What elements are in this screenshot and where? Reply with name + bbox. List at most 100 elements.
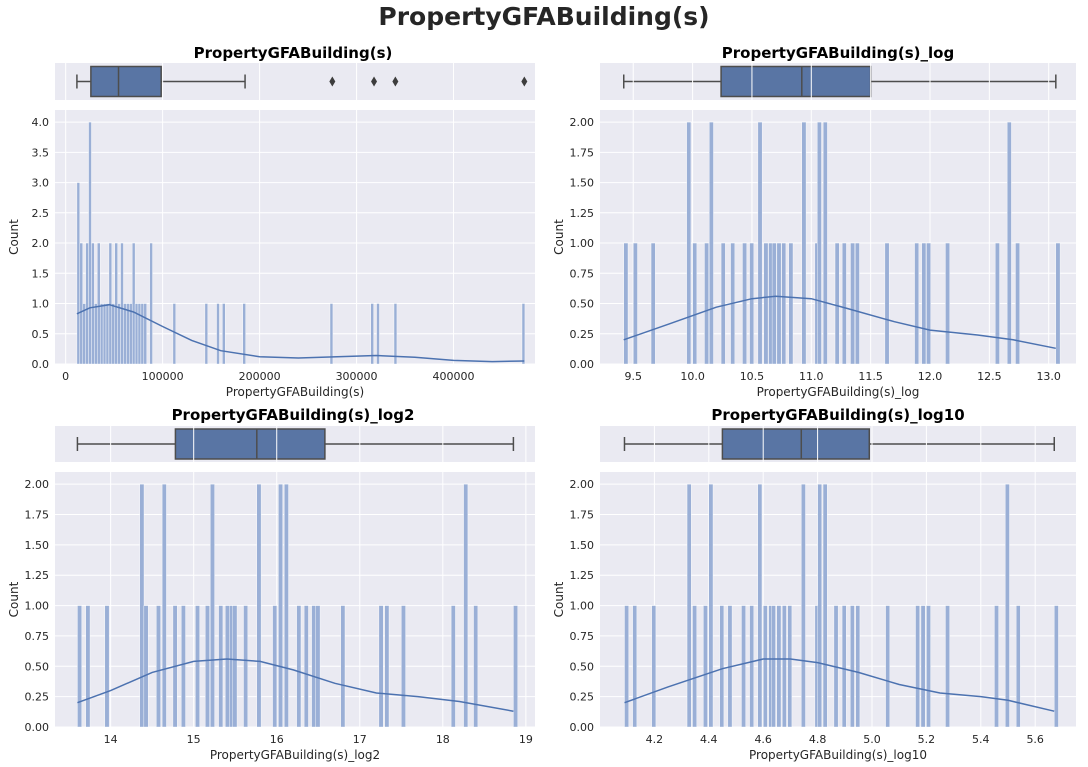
histogram-bar [513,605,518,728]
histogram-bar [822,483,828,728]
chart-panel-3: PropertyGFABuilding(s)_log2 0.00 0.25 0.50 0… [7,406,535,762]
histogram-bar [94,303,98,365]
histogram-bar [450,605,456,728]
histogram-bar [801,121,807,365]
y-tick-label: 3.5 [32,146,50,159]
x-tick-label: 11.5 [858,370,883,383]
histogram-bar [749,242,755,365]
histogram-bar [181,605,186,728]
outlier-point [371,76,378,87]
histogram-bar [771,242,777,365]
histogram-bar [1054,605,1059,728]
histogram-bar [1055,242,1061,365]
histogram-bar [210,483,215,728]
histogram-bar [763,605,768,728]
figure-title: PropertyGFABuilding(s) [378,2,710,31]
histogram-bar [994,605,999,728]
histogram-bar [303,605,309,728]
histogram-bar [1005,483,1010,728]
x-tick-label: 5.4 [972,733,990,746]
y-tick-label: 0.75 [570,630,595,643]
x-tick-label: 100000 [142,370,184,383]
histogram-bar [256,483,262,728]
histogram-bar [376,303,380,365]
histogram-bar [85,605,91,728]
outlier-point [329,76,336,87]
histogram-bar [156,605,161,728]
histogram-bar [850,242,855,365]
histogram-bar [370,303,374,365]
y-tick-label: 1.00 [25,600,50,613]
x-tick-label: 12.5 [977,370,1002,383]
y-tick-label: 2.00 [570,478,595,491]
x-tick-label: 200000 [239,370,281,383]
histogram-bar [311,605,317,728]
histogram-bar [850,605,855,728]
histogram-bar [102,303,107,365]
histogram-bar [216,303,220,365]
histogram-bar [651,605,657,728]
outlier-point [521,76,528,87]
histogram-bar [401,605,406,728]
histogram-bar [623,242,629,365]
histogram-bar [218,605,224,728]
y-axis-label: Count [7,219,21,255]
histogram-bar [650,242,656,365]
histogram-bar [776,605,782,728]
y-tick-label: 1.5 [32,267,50,280]
y-tick-label: 2.00 [25,478,50,491]
x-tick-label: 15 [187,733,201,746]
histogram-bar [914,242,920,365]
histogram-bar [817,121,822,365]
kde-line [77,658,514,712]
x-tick-label: 5.6 [1026,733,1044,746]
y-tick-label: 1.00 [570,237,595,250]
histogram-bar [117,303,121,365]
histogram-bar [463,483,469,728]
histogram-bar [921,242,927,365]
histogram-bar [692,242,698,365]
y-tick-label: 0.50 [570,660,595,673]
panel-title: PropertyGFABuilding(s)_log [722,44,954,62]
histogram-bar [885,605,891,728]
y-tick-label: 1.00 [570,600,595,613]
histogram-bar [123,303,127,365]
histogram-bar [915,605,920,728]
box-iqr [720,65,872,98]
histogram-bar [82,303,86,365]
histogram-bar [781,242,787,365]
x-tick-label: 10.5 [740,370,765,383]
histogram-bar [749,605,755,728]
histogram-bar [703,605,708,728]
y-tick-label: 1.25 [570,569,595,582]
histogram-bar [99,303,104,365]
chart-panel-4: PropertyGFABuilding(s)_log10 0.00 0.25 0.50… [552,406,1076,762]
y-tick-label: 1.75 [570,509,595,522]
histogram-bar [855,605,861,728]
histogram-bar [788,242,794,365]
histogram-bar [97,242,101,365]
y-tick-label: 2.0 [32,237,50,250]
histogram-bar [757,483,763,728]
histogram-bar [126,303,130,365]
x-axis-label: PropertyGFABuilding(s)_log [757,385,920,399]
histogram-bar [131,242,136,365]
x-tick-label: 12.0 [918,370,943,383]
histogram-bar [855,242,860,365]
histogram-bar [76,182,81,365]
y-tick-label: 2.5 [32,207,50,220]
y-tick-label: 4.0 [32,116,50,129]
histogram-bar [720,242,726,365]
y-tick-label: 0.25 [570,328,595,341]
histogram-bar [242,303,246,365]
x-tick-label: 4.6 [754,733,772,746]
x-axis-label: PropertyGFABuilding(s)_log2 [210,748,380,762]
y-tick-label: 0.50 [570,298,595,311]
y-tick-label: 2.00 [570,116,595,129]
x-tick-label: 11.0 [799,370,824,383]
kde-line [76,303,525,363]
histogram-bar [632,605,638,728]
histogram-bar [284,483,289,728]
box-iqr [721,428,871,460]
